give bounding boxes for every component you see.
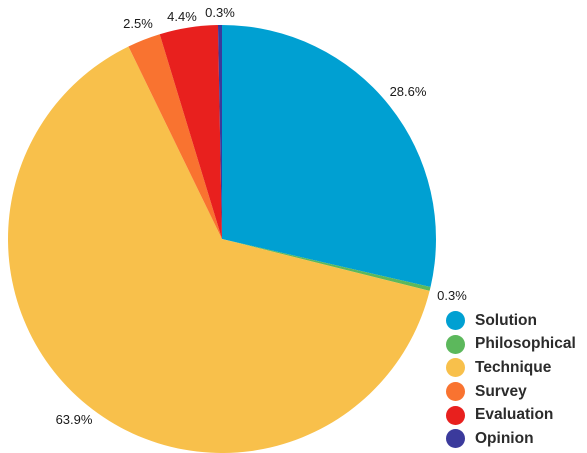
legend-label-survey: Survey [475,382,527,400]
slice-label-philosophical: 0.3% [437,288,467,303]
legend-swatch-evaluation [446,405,465,425]
chart-legend: Solution Philosophical Technique Survey … [446,309,576,451]
legend-swatch-opinion [446,429,465,449]
legend-label-opinion: Opinion [475,429,534,447]
legend-item-opinion: Opinion [446,427,576,451]
legend-item-technique: Technique [446,356,576,380]
pie-slice-solution [222,25,437,287]
slice-label-solution: 28.6% [390,84,427,99]
pie-value-labels: 28.6% 0.3% 63.9% 2.5% 4.4% 0.3% [56,5,468,427]
legend-swatch-technique [446,358,465,378]
pie-slice-evaluation [159,25,222,239]
pie-slice-opinion [217,25,222,239]
slice-label-opinion: 0.3% [205,5,235,20]
legend-item-survey: Survey [446,380,576,404]
legend-label-philosophical: Philosophical [475,335,576,353]
pie-slice-technique [8,46,430,453]
pie-slice-philosophical [222,239,431,291]
legend-item-philosophical: Philosophical [446,333,576,357]
legend-swatch-philosophical [446,334,465,354]
pie-slices [8,25,437,453]
slice-label-technique: 63.9% [56,412,93,427]
legend-item-evaluation: Evaluation [446,403,576,427]
legend-label-technique: Technique [475,358,552,376]
slice-label-evaluation: 4.4% [167,9,197,24]
legend-swatch-solution [446,311,465,331]
pie-slice-survey [128,34,222,240]
legend-swatch-survey [446,382,465,402]
legend-label-solution: Solution [475,311,537,329]
slice-label-survey: 2.5% [123,16,153,31]
legend-item-solution: Solution [446,309,576,333]
legend-label-evaluation: Evaluation [475,406,554,424]
